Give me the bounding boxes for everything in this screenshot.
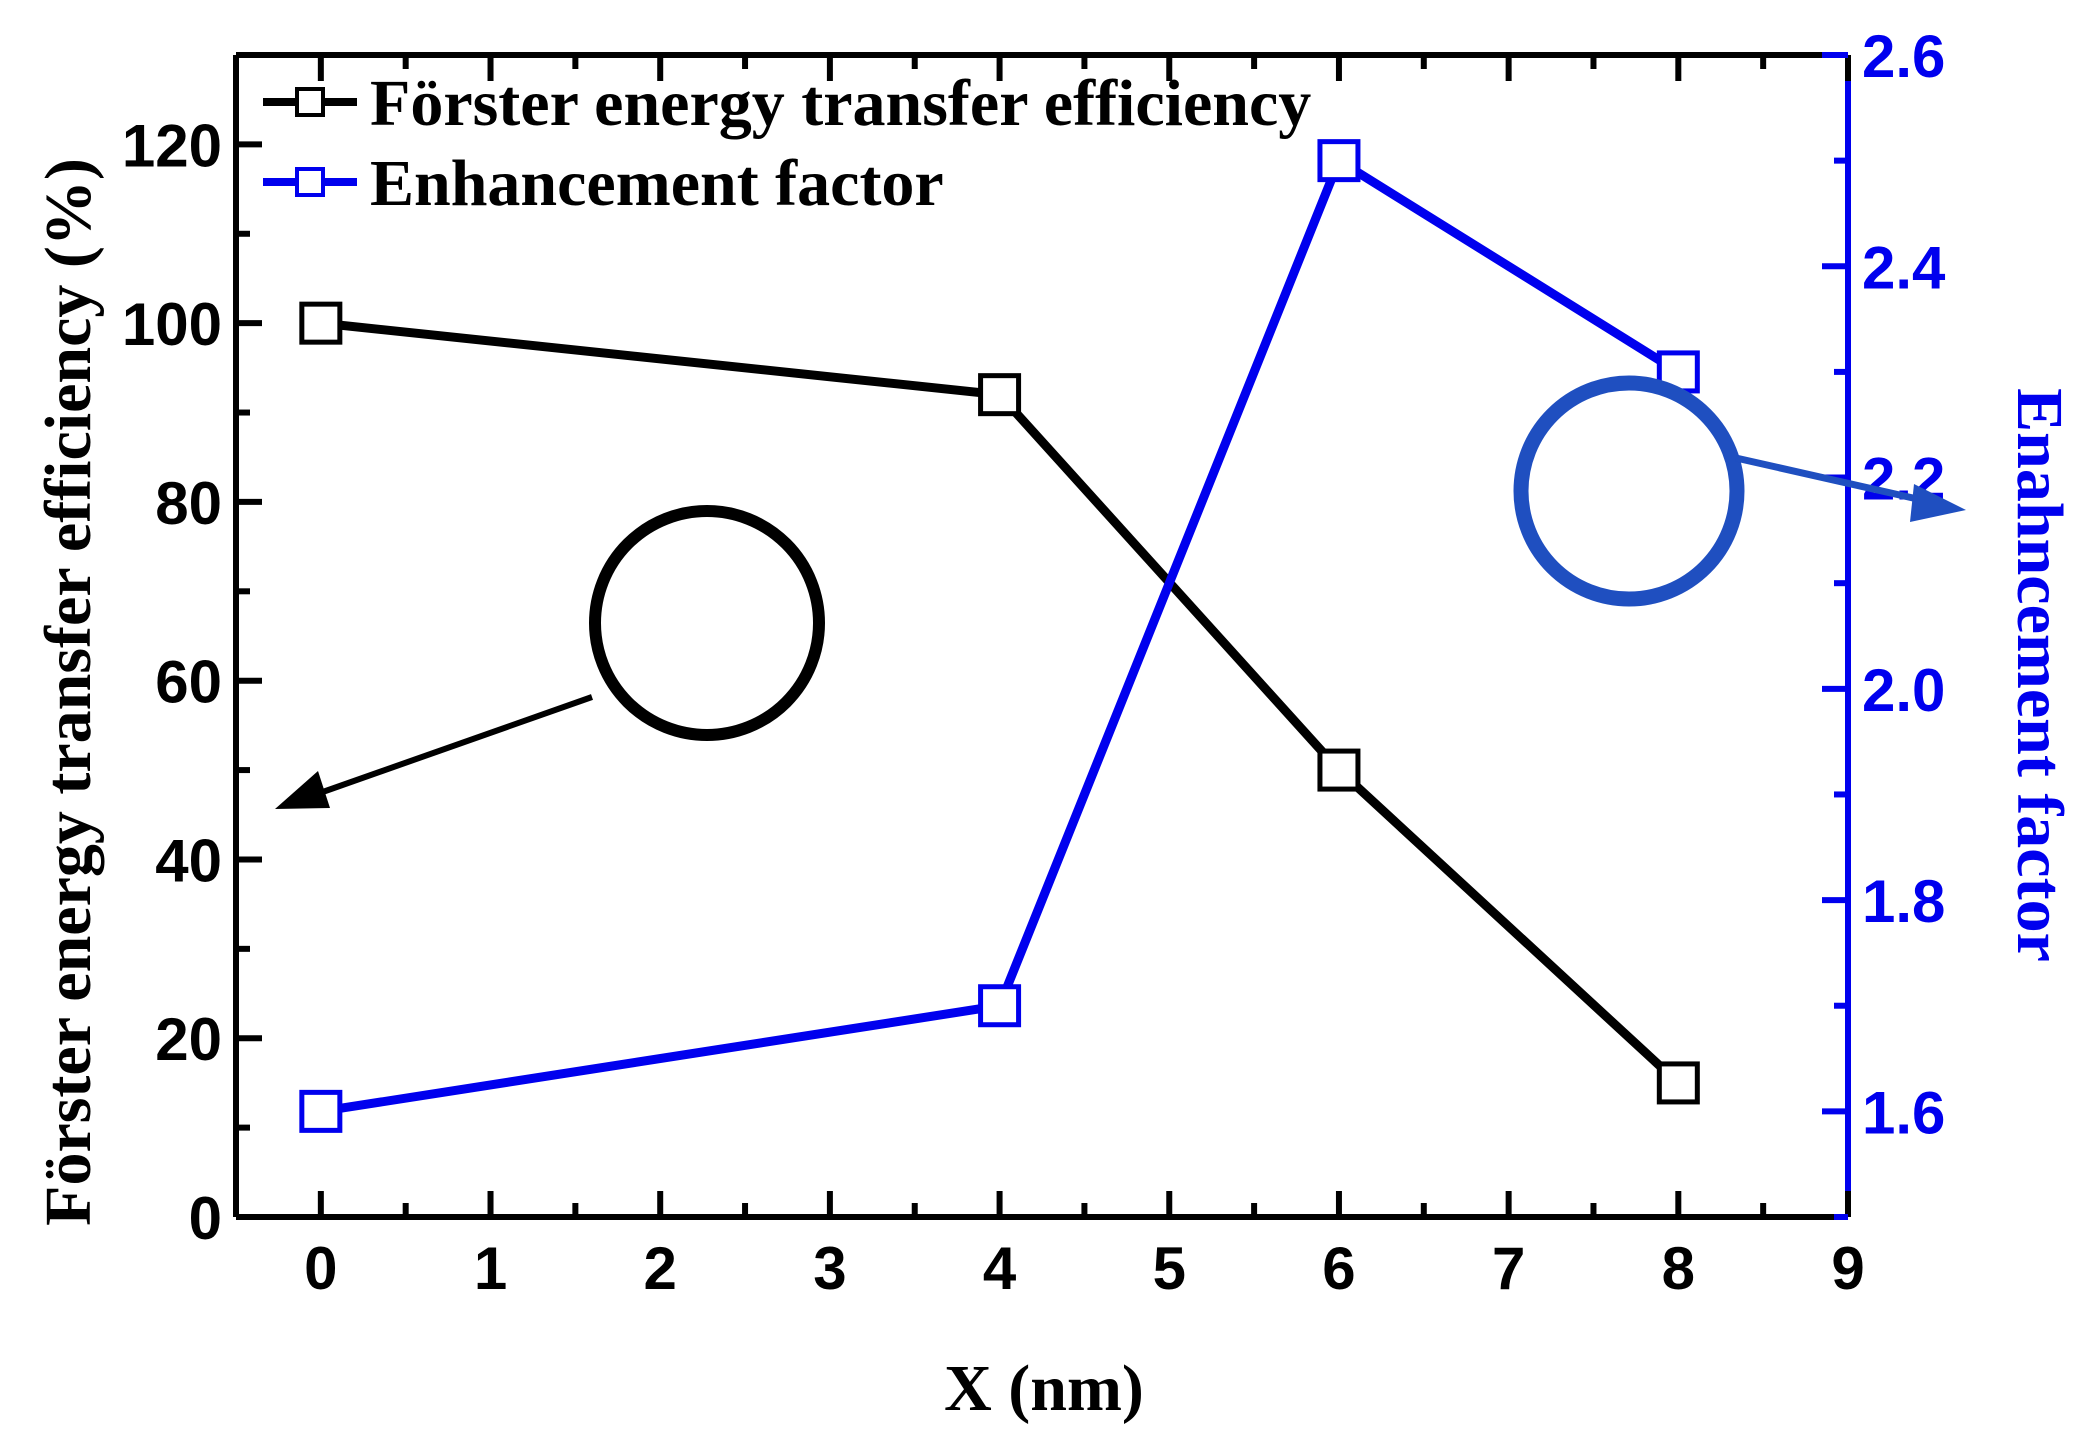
left-y-tick-label: 60 xyxy=(155,649,222,716)
data-point-enhancement xyxy=(299,1089,343,1133)
x-tick-label: 3 xyxy=(813,1235,846,1302)
data-point-efficiency xyxy=(1656,1061,1700,1105)
right-y-axis: 1.61.82.02.22.42.6 xyxy=(1822,23,1946,1220)
left-y-tick-label: 40 xyxy=(155,827,222,894)
legend: Förster energy transfer efficiency Enhan… xyxy=(263,67,1311,220)
plot-frame xyxy=(233,52,1851,1220)
legend-label-enhancement: Enhancement factor xyxy=(370,147,944,220)
data-point-efficiency xyxy=(299,301,343,345)
series-line-enhancement xyxy=(320,153,1681,1116)
left-axis-indicator-circle xyxy=(589,505,825,741)
left-y-tick-label: 100 xyxy=(122,291,222,358)
x-tick-label: 1 xyxy=(474,1235,507,1302)
right-y-tick-label: 2.4 xyxy=(1862,234,1946,301)
x-axis-title: X (nm) xyxy=(944,1352,1144,1425)
x-tick-label: 6 xyxy=(1322,1235,1355,1302)
right-axis-indicator-circle xyxy=(1513,375,1745,607)
x-tick-label: 8 xyxy=(1662,1235,1695,1302)
legend-marker-enhancement xyxy=(295,167,325,197)
legend-marker-efficiency xyxy=(295,87,325,117)
right-y-tick-label: 1.8 xyxy=(1862,868,1945,935)
x-tick-label: 0 xyxy=(304,1235,337,1302)
left-axis-arrowhead xyxy=(275,771,330,809)
x-axis: 0 1 2 3 4 5 6 7 8 9 xyxy=(233,55,1865,1302)
right-y-tick-label: 2.6 xyxy=(1862,23,1945,90)
x-tick-label: 7 xyxy=(1492,1235,1525,1302)
series-layer xyxy=(299,139,1700,1133)
x-tick-label: 2 xyxy=(644,1235,677,1302)
series-line-efficiency xyxy=(320,318,1682,1087)
right-axis-arrowhead xyxy=(1910,484,1966,522)
x-tick-label: 9 xyxy=(1831,1235,1864,1302)
data-point-enhancement xyxy=(978,984,1022,1028)
data-point-enhancement xyxy=(1317,139,1361,183)
left-y-tick-label: 0 xyxy=(189,1185,222,1252)
x-tick-label: 4 xyxy=(983,1235,1017,1302)
right-y-tick-label: 1.6 xyxy=(1862,1079,1945,1146)
left-y-axis: 0 20 40 60 80 100 120 xyxy=(122,112,262,1252)
data-point-efficiency xyxy=(1317,748,1361,792)
left-y-tick-label: 20 xyxy=(155,1006,222,1073)
legend-label-efficiency: Förster energy transfer efficiency xyxy=(370,67,1311,140)
x-tick-label: 5 xyxy=(1153,1235,1186,1302)
data-point-efficiency xyxy=(978,373,1022,417)
left-axis-indicator-arrow xyxy=(299,694,593,803)
right-axis-indicator-arrow xyxy=(1735,454,1936,507)
right-y-tick-label: 2.0 xyxy=(1862,657,1945,724)
left-y-tick-label: 80 xyxy=(155,470,222,537)
left-y-tick-label: 120 xyxy=(122,112,222,179)
annotation-layer xyxy=(275,375,1966,809)
left-y-axis-title: Förster energy transfer efficiency (%) xyxy=(32,158,105,1226)
right-y-axis-title: Enahncement factor xyxy=(2003,388,2076,962)
